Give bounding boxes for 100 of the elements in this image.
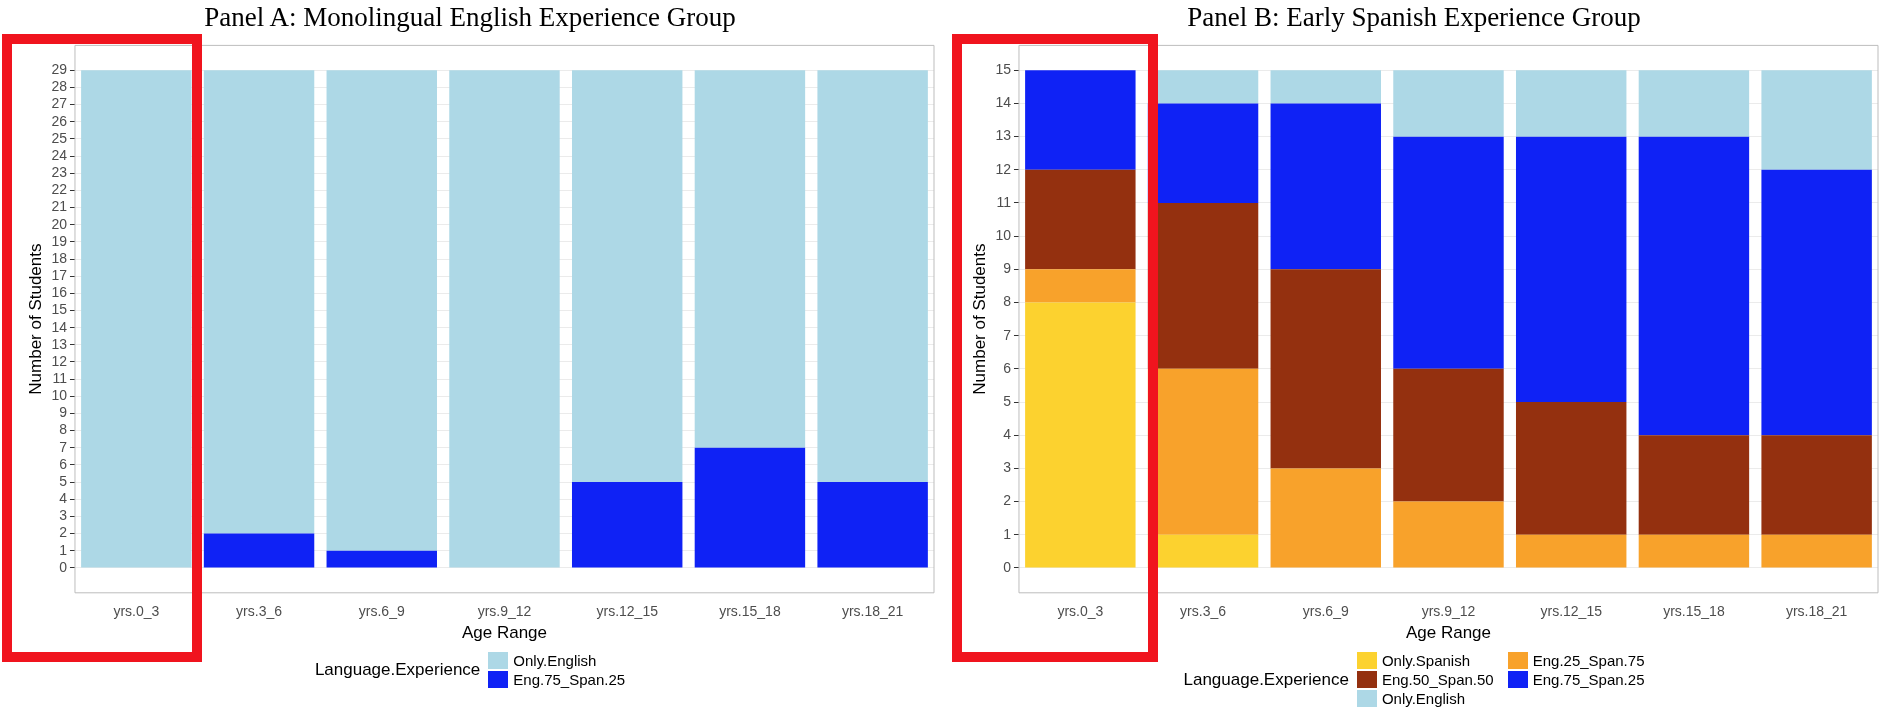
legend-label: Only.English	[513, 652, 597, 669]
y-tick-label: 19	[51, 232, 68, 249]
y-tick-label: 3	[1003, 459, 1012, 476]
y-tick-label: 9	[59, 404, 68, 421]
y-tick-label: 29	[51, 61, 68, 78]
y-tick-label: 12	[51, 352, 68, 369]
x-tick-label: yrs.12_15	[1540, 603, 1603, 620]
y-tick-label: 2	[1003, 492, 1012, 509]
y-tick-label: 18	[51, 249, 68, 266]
bar	[1393, 368, 1504, 502]
x-tick-label: yrs.6_9	[358, 603, 405, 620]
bar	[1270, 468, 1381, 568]
y-tick-label: 5	[59, 472, 68, 489]
bar	[1638, 534, 1750, 568]
bar	[1025, 169, 1136, 270]
x-tick-label: yrs.18_21	[841, 603, 904, 620]
bar	[1515, 136, 1627, 403]
y-tick-label: 28	[51, 78, 68, 95]
x-axis-title: Age Range	[461, 623, 548, 643]
bar	[1270, 70, 1381, 104]
y-tick-label: 22	[51, 181, 68, 198]
y-tick-label: 23	[51, 164, 68, 181]
legend-label: Only.Spanish	[1381, 652, 1471, 669]
y-tick-label: 16	[51, 284, 68, 301]
bar	[1025, 269, 1136, 303]
bar	[1761, 534, 1872, 568]
y-tick-label: 11	[996, 193, 1012, 210]
bar	[1270, 269, 1381, 469]
bar	[1270, 103, 1381, 270]
legend-label: Eng.75_Span.25	[1532, 671, 1645, 688]
y-tick-label: 13	[995, 127, 1012, 144]
x-tick-label: yrs.15_18	[719, 603, 781, 620]
bar	[1761, 169, 1872, 436]
bar	[1515, 70, 1627, 137]
x-tick-label: yrs.12_15	[596, 603, 659, 620]
x-tick-label: yrs.9_12	[1421, 603, 1476, 620]
y-tick-label: 20	[51, 215, 68, 232]
y-tick-label: 10	[51, 387, 68, 404]
x-tick-label: yrs.6_9	[1302, 603, 1349, 620]
y-tick-label: 13	[51, 335, 68, 352]
y-tick-label: 1	[1003, 525, 1012, 542]
bar	[571, 70, 683, 483]
x-tick-label: yrs.3_6	[236, 603, 283, 620]
y-tick-label: 8	[59, 421, 68, 438]
y-tick-label: 25	[51, 129, 68, 146]
bar	[1515, 534, 1627, 568]
y-tick-label: 3	[59, 507, 68, 524]
y-tick-label: 12	[995, 160, 1012, 177]
y-tick-label: 15	[995, 61, 1012, 78]
y-tick-label: 4	[1003, 426, 1012, 443]
bar	[203, 533, 315, 568]
bar	[817, 482, 928, 568]
y-tick-label: 11	[52, 370, 68, 387]
y-tick-label: 7	[1003, 326, 1012, 343]
y-tick-label: 21	[51, 198, 68, 215]
legend-label: Eng.50_Span.50	[1381, 671, 1494, 688]
bar	[817, 70, 928, 483]
y-tick-label: 24	[51, 146, 68, 163]
chart-title: Panel A: Monolingual English Experience Group	[203, 2, 737, 33]
y-tick-label: 1	[59, 541, 68, 558]
legend-label: Only.English	[1381, 690, 1466, 707]
y-tick-label: 26	[51, 112, 68, 129]
bar	[694, 70, 806, 448]
y-tick-label: 0	[1003, 558, 1012, 575]
bar	[326, 70, 437, 551]
y-tick-label: 6	[59, 455, 68, 472]
legend-title: Language.Experience	[1183, 669, 1349, 690]
bar	[1638, 70, 1750, 137]
x-tick-label: yrs.0_3	[113, 603, 160, 620]
x-tick-label: yrs.9_12	[477, 603, 532, 620]
legend-label: Eng.75_Span.25	[513, 671, 626, 688]
bar	[694, 447, 806, 568]
legend-label: Eng.25_Span.75	[1532, 652, 1645, 669]
bar	[449, 70, 560, 568]
bar	[1393, 136, 1504, 369]
y-axis-title: Number of Students	[25, 243, 45, 395]
bar	[1638, 435, 1750, 535]
x-tick-label: yrs.0_3	[1057, 603, 1104, 620]
bar	[1515, 402, 1627, 535]
y-tick-label: 7	[59, 438, 68, 455]
x-tick-label: yrs.3_6	[1180, 603, 1227, 620]
y-axis-title: Number of Students	[969, 243, 989, 395]
bar	[326, 550, 437, 568]
bar	[1761, 70, 1872, 170]
x-axis-title: Age Range	[1405, 623, 1492, 643]
bar	[1393, 501, 1504, 568]
y-tick-label: 27	[51, 95, 68, 112]
y-tick-label: 15	[51, 301, 68, 318]
y-tick-label: 10	[995, 227, 1012, 244]
chart-title: Panel B: Early Spanish Experience Group	[1186, 2, 1642, 33]
y-tick-label: 14	[995, 94, 1012, 111]
x-tick-label: yrs.15_18	[1663, 603, 1725, 620]
bar	[1761, 435, 1872, 535]
y-tick-label: 8	[1003, 293, 1012, 310]
bar	[1393, 70, 1504, 137]
bar	[1025, 302, 1136, 568]
y-tick-label: 6	[1003, 359, 1012, 376]
y-tick-label: 14	[51, 318, 68, 335]
legend-title: Language.Experience	[314, 660, 481, 680]
y-tick-label: 2	[59, 524, 68, 541]
